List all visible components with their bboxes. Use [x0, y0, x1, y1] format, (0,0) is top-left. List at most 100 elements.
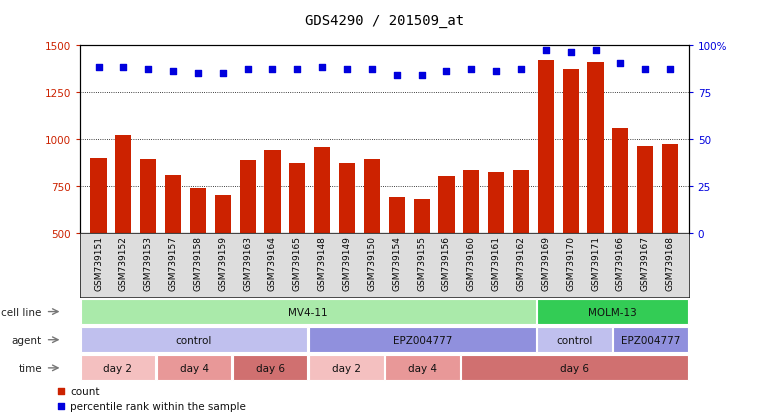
Text: GSM739154: GSM739154	[392, 236, 401, 290]
Bar	[385, 356, 460, 380]
Text: EPZ004777: EPZ004777	[621, 335, 680, 345]
Point	[639, 66, 651, 73]
Text: percentile rank within the sample: percentile rank within the sample	[70, 401, 246, 411]
Text: EPZ004777: EPZ004777	[393, 335, 452, 345]
Bar	[289, 163, 305, 234]
Point	[490, 69, 502, 75]
Bar	[81, 356, 155, 380]
Text: GDS4290 / 201509_at: GDS4290 / 201509_at	[304, 14, 464, 28]
Bar	[364, 159, 380, 234]
Text: GSM739166: GSM739166	[616, 236, 625, 291]
Text: GSM739148: GSM739148	[317, 236, 326, 290]
Point	[590, 48, 602, 55]
Text: GSM739167: GSM739167	[641, 236, 650, 291]
Bar	[438, 176, 454, 234]
Point	[341, 66, 353, 73]
Text: MV4-11: MV4-11	[288, 307, 328, 317]
Text: GSM739162: GSM739162	[517, 236, 526, 290]
Bar	[513, 171, 529, 234]
Point	[192, 70, 204, 77]
Text: GSM739157: GSM739157	[169, 236, 177, 291]
Text: time: time	[18, 363, 42, 373]
Point	[441, 69, 453, 75]
Bar	[413, 200, 430, 234]
Text: GSM739159: GSM739159	[218, 236, 228, 291]
Text: day 2: day 2	[332, 363, 361, 373]
Bar	[537, 299, 688, 324]
Text: day 6: day 6	[256, 363, 285, 373]
Point	[241, 66, 253, 73]
Bar	[116, 136, 132, 234]
Text: GSM739155: GSM739155	[417, 236, 426, 291]
Bar	[157, 356, 231, 380]
Text: control: control	[176, 335, 212, 345]
Bar	[562, 70, 579, 234]
Text: cell line: cell line	[2, 307, 42, 317]
Bar	[538, 60, 554, 234]
Text: day 4: day 4	[408, 363, 437, 373]
Point	[465, 66, 477, 73]
Bar	[463, 171, 479, 234]
Bar	[189, 189, 206, 234]
Text: count: count	[70, 386, 100, 396]
Point	[217, 70, 229, 77]
Text: GSM739160: GSM739160	[466, 236, 476, 291]
Text: day 4: day 4	[180, 363, 209, 373]
Bar	[309, 356, 384, 380]
Point	[390, 72, 403, 79]
Bar	[488, 173, 505, 234]
Bar	[662, 144, 678, 234]
Bar	[461, 356, 688, 380]
Point	[416, 72, 428, 79]
Bar	[309, 328, 536, 352]
Bar	[339, 163, 355, 234]
Text: day 6: day 6	[560, 363, 589, 373]
Text: agent: agent	[11, 335, 42, 345]
Bar	[233, 356, 307, 380]
Bar	[587, 62, 603, 234]
Text: GSM739169: GSM739169	[541, 236, 550, 291]
Point	[614, 61, 626, 68]
Point	[540, 48, 552, 55]
Text: day 2: day 2	[103, 363, 132, 373]
Point	[565, 50, 577, 56]
Point	[117, 65, 129, 71]
Point	[515, 66, 527, 73]
Text: GSM739168: GSM739168	[666, 236, 674, 291]
Bar	[613, 328, 688, 352]
Text: GSM739150: GSM739150	[368, 236, 377, 291]
Text: GSM739165: GSM739165	[293, 236, 302, 291]
Text: control: control	[556, 335, 593, 345]
Bar	[91, 159, 107, 234]
Point	[92, 65, 104, 71]
Point	[664, 66, 677, 73]
Point	[366, 66, 378, 73]
Bar	[389, 198, 405, 234]
Bar	[613, 128, 629, 234]
Text: GSM739161: GSM739161	[492, 236, 501, 291]
Bar	[314, 148, 330, 234]
Bar	[165, 176, 181, 234]
Bar	[537, 328, 612, 352]
Text: GSM739164: GSM739164	[268, 236, 277, 290]
Point	[266, 66, 279, 73]
Bar	[264, 151, 281, 234]
Point	[142, 66, 154, 73]
Bar	[140, 159, 156, 234]
Text: GSM739156: GSM739156	[442, 236, 451, 291]
Bar	[637, 147, 653, 234]
Text: GSM739158: GSM739158	[193, 236, 202, 291]
Bar	[215, 195, 231, 234]
Bar	[240, 160, 256, 234]
Point	[167, 69, 179, 75]
Text: GSM739152: GSM739152	[119, 236, 128, 290]
Point	[316, 65, 328, 71]
Text: GSM739163: GSM739163	[243, 236, 252, 291]
Text: GSM739170: GSM739170	[566, 236, 575, 291]
Bar	[81, 328, 307, 352]
Text: MOLM-13: MOLM-13	[588, 307, 637, 317]
Text: GSM739151: GSM739151	[94, 236, 103, 291]
Bar	[81, 299, 536, 324]
Text: GSM739153: GSM739153	[144, 236, 153, 291]
Text: GSM739149: GSM739149	[342, 236, 352, 290]
